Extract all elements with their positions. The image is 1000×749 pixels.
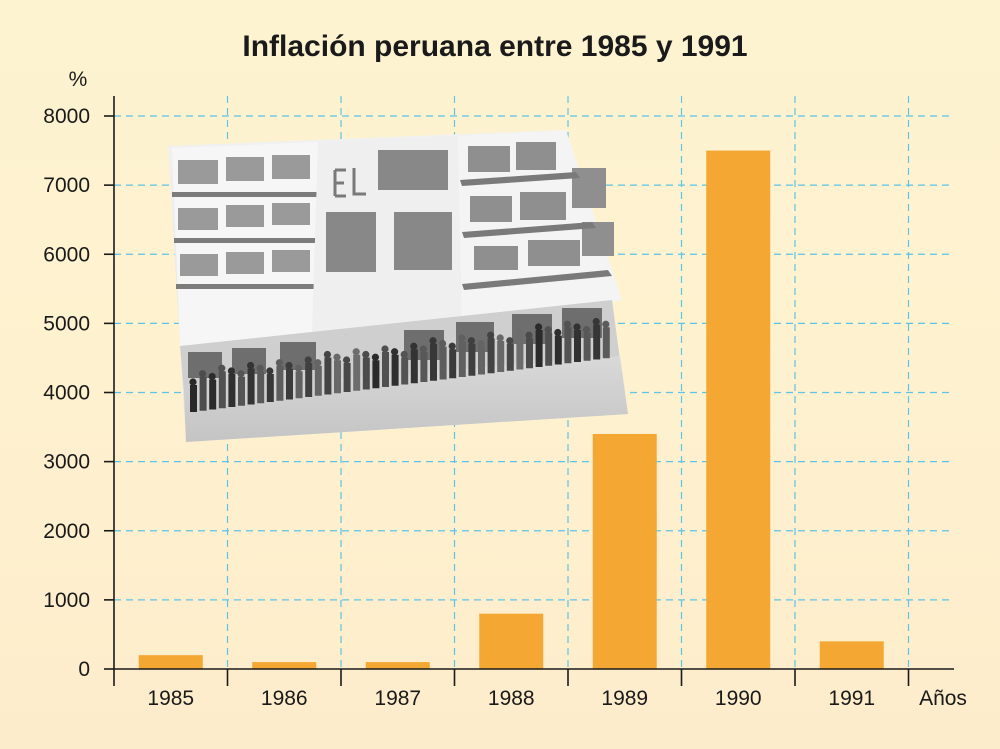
x-tick-label: 1986: [261, 687, 308, 710]
y-tick-label: 7000: [43, 174, 90, 197]
y-tick-labels: 0 1000 2000 3000 4000 5000 6000 7000 8000: [43, 105, 90, 681]
y-tick-label: 3000: [43, 451, 90, 474]
bar-1987: [365, 662, 430, 669]
x-tick-label: 1990: [715, 687, 762, 710]
y-tick-label: 1000: [43, 589, 90, 612]
x-tick-label: 1987: [374, 687, 421, 710]
bar-1985: [138, 655, 203, 669]
x-tick-label: 1991: [828, 687, 875, 710]
x-tick-labels: 1985 1986 1987 1988 1989 1990 1991: [147, 687, 875, 710]
y-tick-label: 2000: [43, 520, 90, 543]
bar-1991: [819, 641, 884, 669]
bar-1990: [706, 150, 771, 669]
y-tick-label: 4000: [43, 382, 90, 405]
x-tick-label: 1989: [601, 687, 648, 710]
y-axis-label: %: [69, 68, 88, 91]
bar-1989: [592, 433, 657, 669]
x-tick-label: 1985: [147, 687, 194, 710]
y-tick-label: 8000: [43, 105, 90, 128]
bar-1988: [479, 613, 544, 669]
building-queue-photo: [168, 130, 628, 442]
x-axis-ticks: [226, 669, 910, 686]
y-tick-label: 5000: [43, 312, 90, 335]
x-axis-label: Años: [919, 687, 967, 710]
bars: [138, 150, 884, 669]
y-tick-label: 6000: [43, 243, 90, 266]
x-tick-label: 1988: [488, 687, 535, 710]
chart-title: Inflación peruana entre 1985 y 1991: [242, 30, 747, 63]
y-tick-label: 0: [78, 658, 90, 681]
bar-1986: [252, 662, 317, 669]
y-axis-ticks: [104, 115, 114, 670]
